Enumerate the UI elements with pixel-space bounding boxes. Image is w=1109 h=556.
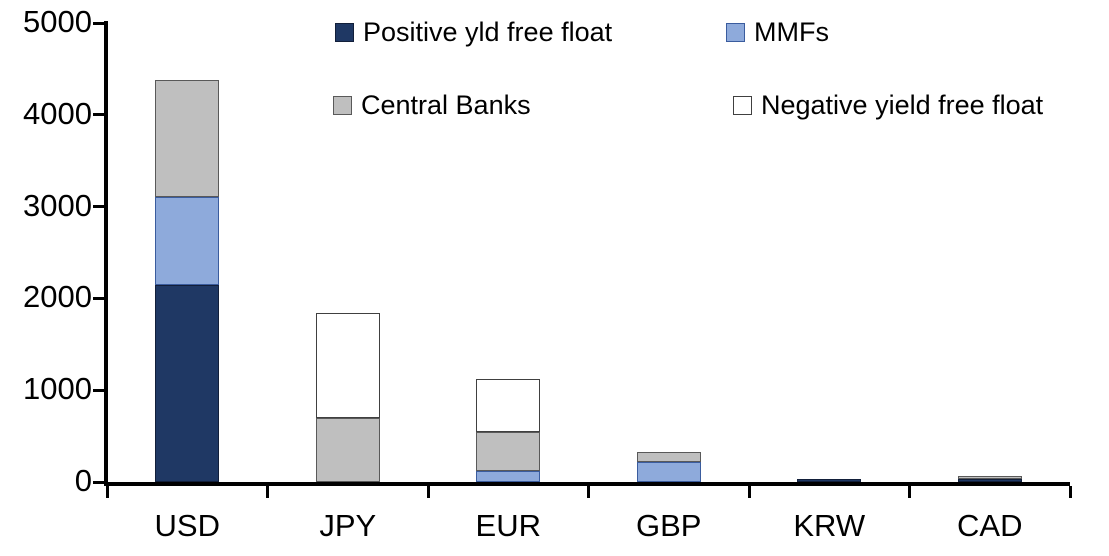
x-tick bbox=[908, 486, 911, 498]
bar-segment bbox=[476, 379, 541, 432]
legend-item: Central Banks bbox=[333, 90, 531, 120]
legend-item: Negative yield free float bbox=[733, 90, 1043, 120]
x-category-label: GBP bbox=[636, 508, 702, 543]
bar-segment bbox=[476, 470, 541, 482]
legend-swatch bbox=[333, 95, 352, 115]
x-tick bbox=[1068, 486, 1072, 498]
legend-swatch bbox=[733, 95, 752, 115]
bar-segment bbox=[957, 479, 1022, 482]
x-category-label: CAD bbox=[957, 508, 1023, 543]
legend-item: Positive yld free float bbox=[335, 17, 612, 47]
y-tick-label: 4000 bbox=[23, 95, 92, 131]
x-category-label: USD bbox=[154, 508, 220, 543]
y-tick-label: 3000 bbox=[23, 187, 92, 223]
bar-segment bbox=[155, 197, 220, 285]
bar-segment bbox=[315, 313, 380, 418]
legend-label: Negative yield free float bbox=[761, 90, 1044, 120]
x-tick bbox=[747, 486, 751, 498]
y-tick bbox=[93, 21, 107, 25]
x-axis-line bbox=[104, 482, 1070, 486]
bar-segment bbox=[957, 475, 1022, 480]
x-category-label: JPY bbox=[319, 508, 377, 543]
legend-swatch bbox=[726, 22, 745, 42]
y-axis-line bbox=[104, 21, 108, 486]
x-tick bbox=[426, 486, 430, 498]
y-tick bbox=[93, 296, 107, 300]
bar-segment bbox=[155, 79, 220, 198]
bar-segment bbox=[797, 478, 862, 482]
legend-label: Central Banks bbox=[361, 90, 531, 120]
legend-label: Positive yld free float bbox=[363, 17, 613, 47]
bar-segment bbox=[636, 461, 701, 482]
x-category-label: EUR bbox=[475, 508, 541, 543]
y-tick-label: 5000 bbox=[23, 4, 92, 39]
y-tick-label: 2000 bbox=[23, 279, 92, 315]
y-tick-label: 1000 bbox=[23, 371, 92, 407]
x-tick bbox=[105, 486, 109, 498]
legend-item: MMFs bbox=[726, 17, 829, 47]
x-category-label: KRW bbox=[793, 508, 866, 543]
x-tick bbox=[266, 486, 269, 498]
y-tick-label: 0 bbox=[74, 463, 92, 498]
legend-swatch bbox=[335, 22, 354, 42]
y-tick bbox=[93, 113, 107, 117]
bar-segment bbox=[476, 431, 541, 471]
bar-segment bbox=[315, 417, 380, 482]
bar-segment bbox=[155, 284, 220, 482]
legend-label: MMFs bbox=[754, 17, 829, 47]
y-tick bbox=[93, 205, 107, 209]
y-tick bbox=[93, 388, 107, 392]
bar-segment bbox=[636, 451, 701, 462]
x-tick bbox=[587, 486, 590, 498]
y-tick bbox=[93, 480, 107, 484]
